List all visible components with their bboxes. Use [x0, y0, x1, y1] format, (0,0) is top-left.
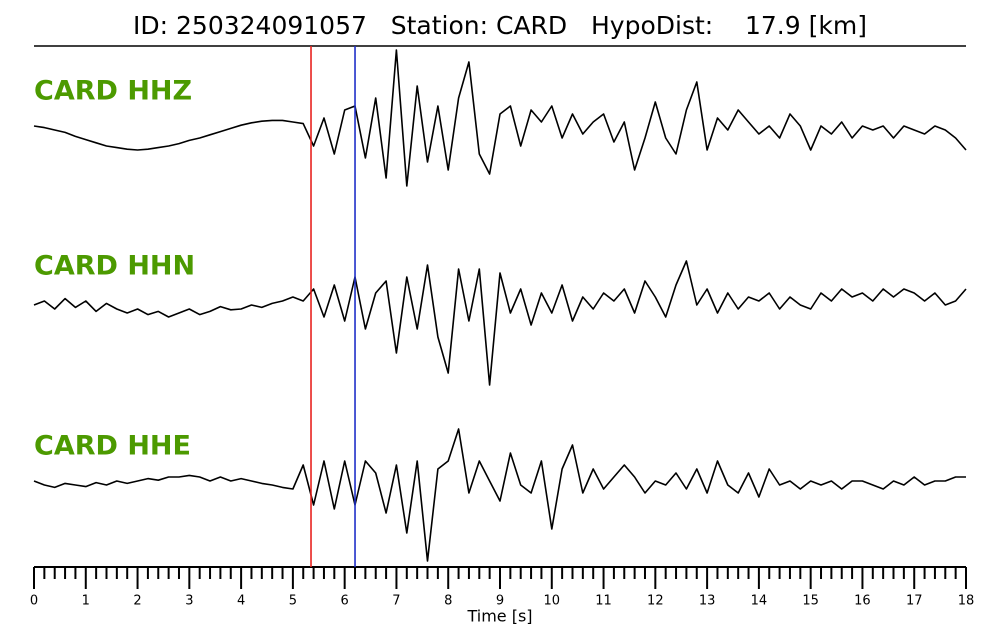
x-tick-label: 11	[595, 594, 612, 609]
x-tick-label: 5	[289, 594, 297, 609]
x-tick-label: 10	[544, 594, 561, 609]
trace-line	[33, 49, 967, 187]
x-tick-label: 17	[906, 594, 923, 609]
x-tick-label: 13	[699, 594, 716, 609]
x-tick-label: 7	[392, 594, 400, 609]
trace-label: CARD HHN	[34, 251, 195, 282]
x-tick-label: 3	[185, 594, 193, 609]
chart-title: ID: 250324091057 Station: CARD HypoDist:…	[133, 11, 867, 40]
x-tick-label: 1	[82, 594, 90, 609]
x-tick-label: 9	[496, 594, 504, 609]
x-tick-label: 16	[854, 594, 871, 609]
x-tick-label: 18	[958, 594, 975, 609]
trace-line	[33, 260, 967, 386]
x-tick-label: 14	[751, 594, 768, 609]
x-tick-label: 15	[802, 594, 819, 609]
x-tick-label: 4	[237, 594, 245, 609]
x-tick-label: 6	[341, 594, 349, 609]
x-tick-label: 12	[647, 594, 664, 609]
trace-label: CARD HHE	[34, 431, 191, 462]
x-axis-label: Time [s]	[466, 607, 532, 626]
trace-line	[33, 428, 966, 562]
x-tick-label: 0	[30, 594, 38, 609]
x-tick-label: 2	[133, 594, 141, 609]
x-tick-label: 8	[444, 594, 452, 609]
trace-label: CARD HHZ	[34, 76, 192, 107]
